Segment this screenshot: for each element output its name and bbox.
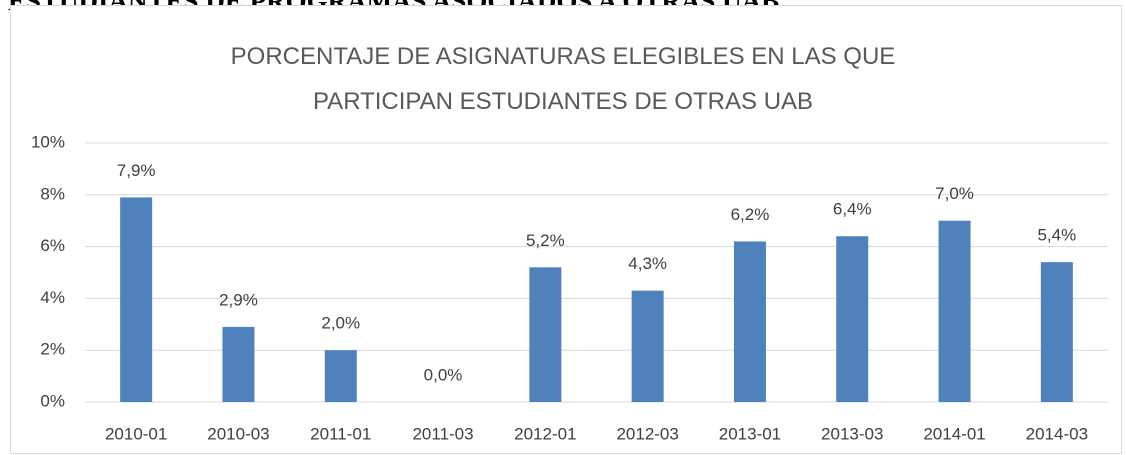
x-tick-label: 2011-03 bbox=[412, 424, 473, 443]
data-label: 4,3% bbox=[628, 254, 667, 273]
data-label: 5,2% bbox=[526, 231, 565, 250]
x-tick-label: 2010-03 bbox=[207, 424, 269, 443]
data-label: 6,2% bbox=[731, 205, 770, 224]
data-label: 0,0% bbox=[424, 365, 463, 384]
bar bbox=[631, 290, 664, 402]
bar bbox=[324, 350, 357, 402]
x-tick-label: 2013-03 bbox=[821, 424, 883, 443]
bar bbox=[836, 236, 869, 402]
x-tick-label: 2012-01 bbox=[514, 424, 576, 443]
x-tick-label: 2012-03 bbox=[616, 424, 678, 443]
bar bbox=[222, 326, 255, 402]
y-tick-label: 4% bbox=[40, 288, 65, 307]
data-label: 5,4% bbox=[1037, 226, 1076, 245]
y-tick-label: 8% bbox=[40, 184, 65, 203]
chart-frame bbox=[10, 5, 1122, 454]
y-tick-label: 10% bbox=[31, 132, 65, 151]
x-tick-label: 2010-01 bbox=[105, 424, 167, 443]
bar bbox=[733, 241, 766, 402]
bar bbox=[529, 267, 562, 402]
x-tick-label: 2013-01 bbox=[719, 424, 781, 443]
bar bbox=[120, 197, 153, 402]
bar bbox=[1040, 262, 1073, 402]
y-tick-label: 6% bbox=[40, 236, 65, 255]
x-tick-label: 2014-03 bbox=[1026, 424, 1088, 443]
x-tick-label: 2011-01 bbox=[310, 424, 371, 443]
y-tick-label: 0% bbox=[40, 391, 65, 410]
data-label: 2,0% bbox=[321, 314, 360, 333]
bar bbox=[938, 220, 971, 402]
data-label: 2,9% bbox=[219, 290, 258, 309]
data-label: 7,9% bbox=[117, 161, 156, 180]
data-label: 6,4% bbox=[833, 200, 872, 219]
chart-title: PORCENTAJE DE ASIGNATURAS ELEGIBLES EN L… bbox=[230, 43, 896, 115]
x-tick-label: 2014-01 bbox=[923, 424, 985, 443]
y-tick-label: 2% bbox=[40, 340, 65, 359]
data-label: 7,0% bbox=[935, 184, 974, 203]
